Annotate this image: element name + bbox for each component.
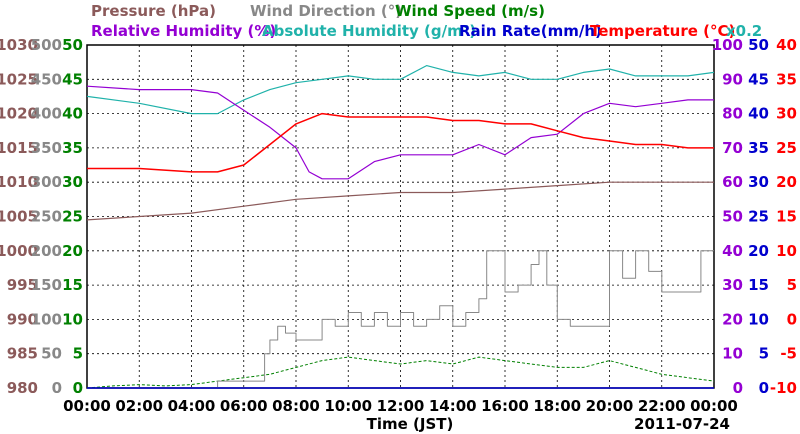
x-tick-label: 06:00 (220, 397, 268, 415)
x-tick-label: 14:00 (429, 397, 477, 415)
tick-label-temperature: 20 (776, 173, 797, 191)
tick-label-humidity: 60 (722, 173, 743, 191)
x-tick-label: 12:00 (377, 397, 425, 415)
tick-label-wind-speed: 20 (62, 242, 83, 260)
tick-label-wind-direction: 150 (31, 276, 62, 294)
tick-label-rain-rate: 0 (759, 379, 769, 397)
tick-label-wind-speed: 15 (62, 276, 83, 294)
tick-label-wind-direction: 100 (31, 310, 62, 328)
tick-label-pressure: 1025 (0, 70, 38, 88)
tick-label-pressure: 995 (7, 276, 38, 294)
date-label: 2011-07-24 (634, 415, 730, 433)
legend-entry: Rain Rate(mm/h) (459, 22, 602, 40)
legend-row-2: Relative Humidity (%)Absolute Humidity (… (91, 22, 735, 40)
x-tick-label: 02:00 (115, 397, 163, 415)
series-line-wind-speed-m-s (86, 356, 715, 389)
tick-label-rain-rate: 30 (748, 173, 769, 191)
tick-label-rain-rate: 50 (748, 36, 769, 54)
tick-label-humidity: 0 (733, 379, 743, 397)
tick-label-pressure: 1005 (0, 208, 38, 226)
tick-label-humidity: 100 (712, 36, 743, 54)
tick-label-pressure: 1010 (0, 173, 38, 191)
tick-label-wind-speed: 40 (62, 105, 83, 123)
series-line-pressure-hpa (86, 181, 714, 221)
series-line-wind-direction (212, 250, 714, 389)
tick-label-temperature: 0 (787, 310, 797, 328)
x-tick-label: 08:00 (272, 397, 320, 415)
tick-label-temperature: 40 (776, 36, 797, 54)
tick-label-wind-direction: 400 (31, 105, 62, 123)
tick-label-wind-direction: 200 (31, 242, 62, 260)
x-tick-label: 18:00 (533, 397, 581, 415)
legend-entry: Pressure (hPa) (91, 2, 216, 20)
tick-label-rain-rate: 40 (748, 105, 769, 123)
series-line-temperature-c (87, 112, 714, 173)
tick-label-pressure: 985 (7, 345, 38, 363)
axis-tick-labels: 9809859909951000100510101015102010251030… (0, 36, 797, 415)
tick-label-temperature: -5 (780, 345, 797, 363)
legend-entry: Temperature (°C) (590, 22, 735, 40)
tick-label-humidity: 50 (722, 208, 743, 226)
tick-label-wind-direction: 250 (31, 208, 62, 226)
tick-label-rain-rate: 15 (748, 276, 769, 294)
tick-label-humidity: 40 (722, 242, 743, 260)
tick-label-pressure: 1020 (0, 105, 38, 123)
legend-entry: Relative Humidity (%) (91, 22, 276, 40)
tick-label-wind-direction: 50 (41, 345, 62, 363)
tick-label-humidity: 80 (722, 105, 743, 123)
scale-note: x0.2 (726, 22, 762, 40)
legend-entry: Wind Speed (m/s) (395, 2, 545, 20)
x-tick-label: 04:00 (168, 397, 216, 415)
series-layer (86, 65, 715, 389)
legend-entry: Wind Direction (°) (250, 2, 402, 20)
tick-label-wind-direction: 300 (31, 173, 62, 191)
x-tick-label: 10:00 (324, 397, 372, 415)
series-line-relative-humidity (86, 85, 714, 180)
tick-label-humidity: 70 (722, 139, 743, 157)
tick-label-temperature: 25 (776, 139, 797, 157)
tick-label-rain-rate: 25 (748, 208, 769, 226)
tick-label-wind-speed: 0 (73, 379, 83, 397)
tick-label-wind-direction: 350 (31, 139, 62, 157)
tick-label-humidity: 30 (722, 276, 743, 294)
tick-label-rain-rate: 10 (748, 310, 769, 328)
tick-label-wind-speed: 10 (62, 310, 83, 328)
tick-label-temperature: -10 (770, 379, 797, 397)
tick-label-temperature: 30 (776, 105, 797, 123)
legend-entry: Absolute Humidity (g/m³) (262, 22, 476, 40)
tick-label-humidity: 10 (722, 345, 743, 363)
tick-label-rain-rate: 5 (759, 345, 769, 363)
tick-label-wind-speed: 35 (62, 139, 83, 157)
tick-label-rain-rate: 20 (748, 242, 769, 260)
tick-label-temperature: 5 (787, 276, 797, 294)
tick-label-humidity: 90 (722, 70, 743, 88)
tick-label-pressure: 1015 (0, 139, 38, 157)
x-tick-label: 22:00 (638, 397, 686, 415)
tick-label-humidity: 20 (722, 310, 743, 328)
tick-label-temperature: 10 (776, 242, 797, 260)
tick-label-temperature: 15 (776, 208, 797, 226)
x-axis-label: Time (JST) (367, 415, 454, 433)
tick-label-wind-speed: 30 (62, 173, 83, 191)
tick-label-wind-speed: 25 (62, 208, 83, 226)
x-tick-label: 16:00 (481, 397, 529, 415)
x-tick-label: 20:00 (586, 397, 634, 415)
tick-label-temperature: 35 (776, 70, 797, 88)
tick-label-pressure: 990 (7, 310, 38, 328)
tick-label-wind-speed: 5 (73, 345, 83, 363)
tick-label-wind-speed: 45 (62, 70, 83, 88)
x-tick-label: 00:00 (63, 397, 111, 415)
legend-row-1: Pressure (hPa) Wind Direction (°)Wind Spe… (91, 2, 545, 20)
tick-label-wind-direction: 500 (31, 36, 62, 54)
tick-label-pressure: 1000 (0, 242, 38, 260)
tick-label-pressure: 980 (7, 379, 38, 397)
tick-label-pressure: 1030 (0, 36, 38, 54)
tick-label-rain-rate: 35 (748, 139, 769, 157)
tick-label-wind-direction: 0 (52, 379, 62, 397)
tick-label-wind-direction: 450 (31, 70, 62, 88)
tick-label-wind-speed: 50 (62, 36, 83, 54)
tick-label-rain-rate: 45 (748, 70, 769, 88)
x-tick-label: 00:00 (690, 397, 738, 415)
